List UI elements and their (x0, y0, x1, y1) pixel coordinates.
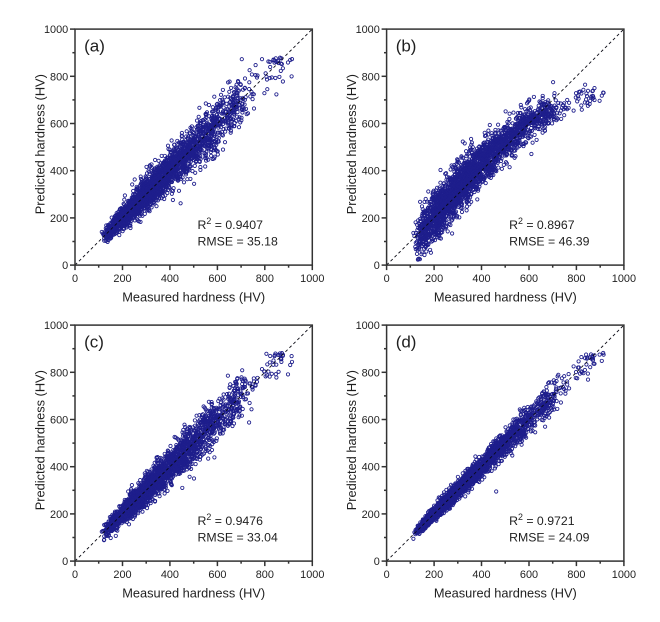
svg-text:1000: 1000 (300, 273, 324, 285)
svg-text:400: 400 (50, 166, 68, 178)
svg-text:1000: 1000 (44, 24, 68, 36)
svg-text:800: 800 (50, 71, 68, 83)
svg-text:0: 0 (72, 273, 78, 285)
svg-text:RMSE = 35.18: RMSE = 35.18 (198, 234, 278, 248)
svg-text:800: 800 (256, 273, 274, 285)
svg-text:400: 400 (161, 273, 179, 285)
svg-text:Measured hardness (HV): Measured hardness (HV) (122, 290, 265, 305)
svg-text:Predicted hardness (HV): Predicted hardness (HV) (33, 74, 48, 214)
svg-text:200: 200 (113, 273, 131, 285)
svg-text:600: 600 (208, 273, 226, 285)
svg-text:(a): (a) (84, 36, 105, 55)
svg-text:600: 600 (50, 119, 68, 131)
svg-text:0: 0 (62, 260, 68, 272)
svg-text:200: 200 (50, 213, 68, 225)
